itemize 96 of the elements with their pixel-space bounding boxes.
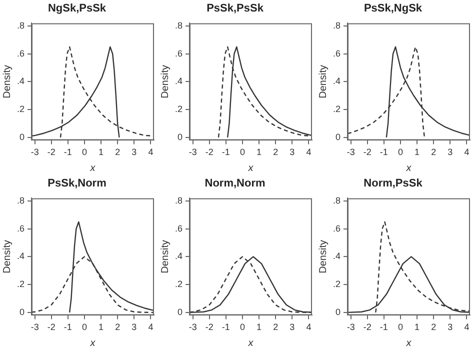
x-tick-label: 4 bbox=[148, 147, 154, 158]
y-axis-title: Density bbox=[2, 240, 13, 274]
x-tick-label: 0 bbox=[82, 322, 87, 332]
y-axis-title: Density bbox=[2, 65, 13, 98]
x-tick-label: 4 bbox=[306, 147, 312, 158]
chart-title: Norm,PsSk bbox=[364, 178, 424, 190]
x-tick-label: -3 bbox=[30, 322, 39, 332]
x-tick-label: -3 bbox=[188, 322, 197, 332]
chart-title: PsSk,PsSk bbox=[206, 2, 264, 15]
x-tick-label: -2 bbox=[363, 322, 372, 332]
x-tick-label: -3 bbox=[346, 322, 355, 332]
x-tick-label: 2 bbox=[115, 147, 120, 158]
y-tick-label: .8 bbox=[174, 195, 183, 206]
y-tick-label: .6 bbox=[16, 48, 25, 58]
x-tick-label: 0 bbox=[240, 322, 245, 332]
x-tick-label: -1 bbox=[222, 322, 230, 332]
x-tick-label: 1 bbox=[414, 147, 420, 158]
y-tick-label: .2 bbox=[332, 279, 341, 290]
chart-title: NgSk,PsSk bbox=[48, 2, 107, 15]
y-tick-label: .6 bbox=[174, 48, 183, 58]
x-axis-title: x bbox=[405, 162, 412, 174]
y-tick-label: .4 bbox=[332, 76, 341, 86]
y-tick-label: .2 bbox=[332, 104, 341, 114]
x-tick-label: -1 bbox=[64, 322, 72, 332]
x-tick-label: -2 bbox=[47, 147, 56, 158]
x-tick-label: -1 bbox=[380, 147, 388, 158]
x-tick-label: 2 bbox=[431, 322, 436, 332]
x-axis-title: x bbox=[247, 338, 254, 349]
y-tick-label: .8 bbox=[16, 195, 25, 206]
y-tick-label: .4 bbox=[332, 251, 341, 262]
y-tick-label: .4 bbox=[16, 251, 25, 262]
x-tick-label: 0 bbox=[398, 147, 403, 158]
y-tick-label: .2 bbox=[174, 279, 183, 290]
y-tick-label: 0 bbox=[19, 132, 25, 142]
y-tick-label: .2 bbox=[174, 104, 183, 114]
x-tick-label: 1 bbox=[256, 322, 262, 332]
x-tick-label: -2 bbox=[47, 322, 56, 332]
y-tick-label: .4 bbox=[174, 251, 183, 262]
x-axis-title: x bbox=[89, 338, 96, 349]
x-tick-label: 4 bbox=[464, 322, 470, 332]
x-tick-label: 4 bbox=[306, 322, 312, 332]
x-tick-label: 3 bbox=[132, 322, 137, 332]
x-tick-label: 0 bbox=[240, 147, 245, 158]
x-tick-label: 4 bbox=[148, 322, 154, 332]
x-axis-title: x bbox=[405, 338, 412, 349]
y-axis-title: Density bbox=[160, 65, 171, 98]
y-axis-title: Density bbox=[318, 65, 329, 98]
x-axis-title: x bbox=[89, 162, 96, 174]
x-tick-label: 3 bbox=[448, 322, 453, 332]
x-tick-label: 2 bbox=[431, 147, 436, 158]
x-tick-label: 2 bbox=[273, 147, 278, 158]
x-tick-label: 2 bbox=[115, 322, 120, 332]
x-tick-label: 3 bbox=[290, 322, 295, 332]
x-tick-label: -3 bbox=[346, 147, 355, 158]
y-tick-label: .8 bbox=[174, 20, 183, 30]
y-tick-label: .6 bbox=[332, 48, 341, 58]
x-tick-label: 3 bbox=[132, 147, 137, 158]
y-tick-label: .4 bbox=[174, 76, 183, 86]
y-tick-label: 0 bbox=[177, 306, 183, 317]
y-tick-label: .2 bbox=[16, 279, 25, 290]
y-tick-label: .2 bbox=[16, 104, 25, 114]
y-tick-label: .8 bbox=[332, 20, 341, 30]
x-tick-label: 3 bbox=[290, 147, 295, 158]
x-tick-label: -2 bbox=[363, 147, 372, 158]
x-tick-label: -3 bbox=[188, 147, 197, 158]
y-tick-label: .8 bbox=[16, 20, 25, 30]
x-tick-label: -1 bbox=[64, 147, 72, 158]
x-tick-label: 3 bbox=[448, 147, 453, 158]
chart-title: Norm,Norm bbox=[204, 178, 266, 190]
x-tick-label: -3 bbox=[30, 147, 39, 158]
x-tick-label: -1 bbox=[222, 147, 230, 158]
x-tick-label: -2 bbox=[205, 147, 214, 158]
y-tick-label: 0 bbox=[335, 132, 341, 142]
x-axis-title: x bbox=[247, 162, 254, 174]
y-tick-label: .8 bbox=[332, 195, 341, 206]
x-tick-label: 1 bbox=[98, 147, 104, 158]
y-tick-label: 0 bbox=[335, 306, 341, 317]
x-tick-label: 1 bbox=[256, 147, 262, 158]
x-tick-label: 1 bbox=[414, 322, 420, 332]
chart-title: PsSk,Norm bbox=[48, 178, 107, 190]
y-tick-label: .6 bbox=[16, 223, 25, 234]
y-axis-title: Density bbox=[318, 240, 329, 274]
y-axis-title: Density bbox=[160, 240, 171, 274]
x-tick-label: 1 bbox=[98, 322, 104, 332]
x-tick-label: 0 bbox=[82, 147, 87, 158]
x-tick-label: -2 bbox=[205, 322, 214, 332]
y-tick-label: .6 bbox=[332, 223, 341, 234]
y-tick-label: 0 bbox=[19, 306, 25, 317]
x-tick-label: 2 bbox=[273, 322, 278, 332]
x-tick-label: 4 bbox=[464, 147, 470, 158]
chart-title: PsSk,NgSk bbox=[364, 2, 423, 15]
x-tick-label: -1 bbox=[380, 322, 388, 332]
y-tick-label: .6 bbox=[174, 223, 183, 234]
y-tick-label: 0 bbox=[177, 132, 183, 142]
x-tick-label: 0 bbox=[398, 322, 403, 332]
y-tick-label: .4 bbox=[16, 76, 25, 86]
